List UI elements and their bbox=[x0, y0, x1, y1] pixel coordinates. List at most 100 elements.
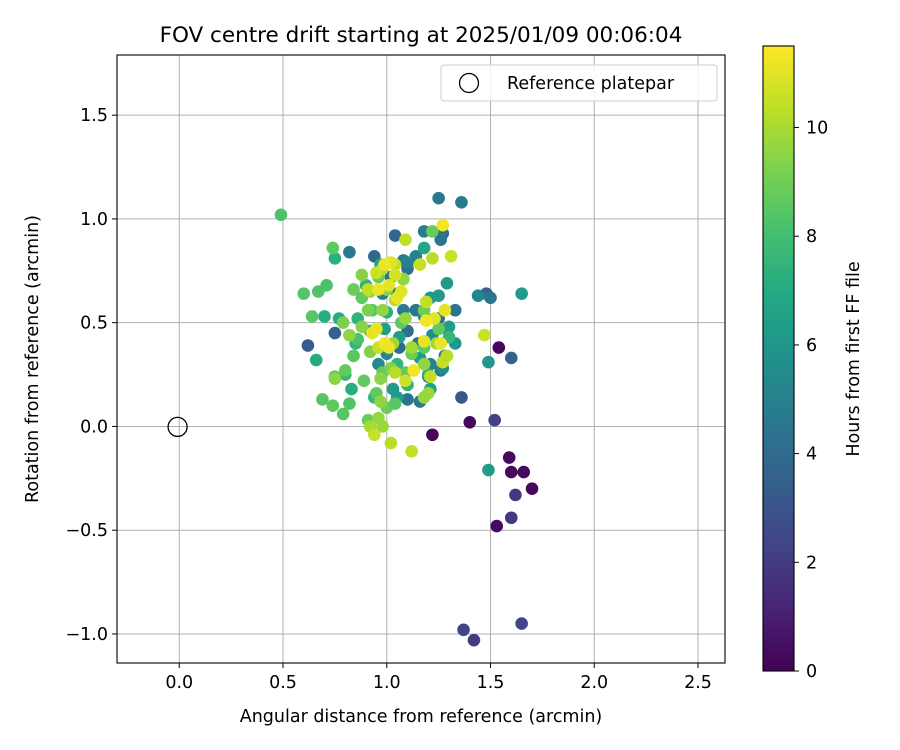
data-point bbox=[338, 364, 352, 377]
data-point bbox=[309, 353, 323, 367]
data-point bbox=[328, 326, 342, 340]
y-tick-label: 1.5 bbox=[80, 106, 108, 126]
data-point bbox=[405, 445, 418, 458]
data-point bbox=[405, 341, 418, 354]
data-point bbox=[413, 258, 427, 271]
data-point bbox=[504, 465, 518, 479]
data-point bbox=[492, 341, 506, 354]
data-point bbox=[343, 245, 356, 259]
data-point bbox=[336, 407, 350, 421]
data-point bbox=[326, 399, 340, 412]
data-point bbox=[355, 320, 369, 334]
data-point bbox=[386, 382, 400, 396]
data-point bbox=[438, 303, 452, 317]
colorbar-ticks: 0 2 4 6 8 10 bbox=[794, 119, 828, 682]
colorbar: 0 2 4 6 8 10 Hours from first FF file bbox=[762, 45, 864, 682]
data-point bbox=[378, 258, 391, 271]
data-point bbox=[457, 623, 470, 637]
data-point bbox=[374, 395, 387, 408]
data-point bbox=[401, 393, 414, 406]
plot-frame bbox=[116, 54, 726, 664]
y-tick-label: 0.0 bbox=[80, 417, 108, 437]
data-point bbox=[455, 196, 468, 209]
data-point bbox=[509, 488, 522, 502]
data-point bbox=[455, 391, 468, 404]
data-point bbox=[399, 374, 412, 388]
data-point bbox=[388, 229, 402, 242]
data-point bbox=[488, 413, 501, 427]
y-tick-label: 0.5 bbox=[80, 314, 108, 334]
data-point bbox=[426, 225, 439, 238]
data-point bbox=[368, 428, 381, 442]
data-point bbox=[490, 519, 504, 533]
data-point bbox=[442, 320, 456, 334]
data-point bbox=[318, 310, 331, 323]
data-point bbox=[343, 328, 356, 342]
x-tick-label: 0.5 bbox=[269, 673, 297, 693]
data-point bbox=[297, 287, 311, 300]
legend-label: Reference platepar bbox=[507, 74, 675, 94]
legend: Reference platepar bbox=[440, 64, 718, 102]
colorbar-tick-label: 6 bbox=[806, 336, 817, 356]
x-tick-label: 1.0 bbox=[373, 673, 401, 693]
data-point bbox=[388, 366, 402, 379]
colorbar-tick-label: 8 bbox=[806, 227, 817, 247]
x-tick-label: 1.5 bbox=[477, 673, 505, 693]
data-point bbox=[463, 415, 477, 429]
data-point bbox=[504, 511, 518, 525]
x-tick-label: 2.0 bbox=[580, 673, 608, 693]
data-point bbox=[274, 208, 288, 222]
data-point bbox=[361, 283, 375, 296]
data-points bbox=[274, 191, 539, 647]
colorbar-tick-label: 10 bbox=[806, 119, 828, 139]
data-point bbox=[301, 339, 315, 352]
data-point bbox=[417, 335, 431, 348]
data-point bbox=[417, 391, 431, 404]
data-point bbox=[399, 312, 412, 325]
data-point bbox=[417, 357, 431, 371]
data-point bbox=[388, 397, 402, 410]
data-point bbox=[517, 465, 531, 479]
data-point bbox=[484, 291, 497, 305]
colorbar-gradient bbox=[762, 45, 795, 672]
data-point bbox=[384, 436, 398, 450]
data-point bbox=[471, 289, 485, 303]
data-point bbox=[326, 241, 340, 255]
y-axis-label: Rotation from reference (arcmin) bbox=[23, 215, 43, 503]
x-tick-label: 0.0 bbox=[165, 673, 193, 693]
data-point bbox=[320, 279, 333, 292]
data-point bbox=[399, 233, 412, 246]
data-point bbox=[336, 316, 350, 329]
data-point bbox=[372, 411, 385, 425]
y-tick-label: −0.5 bbox=[66, 521, 109, 541]
data-point bbox=[345, 382, 358, 396]
x-axis-label: Angular distance from reference (arcmin) bbox=[240, 707, 603, 727]
y-axis-ticks: −1.0 −0.5 0.0 0.5 1.0 1.5 bbox=[66, 106, 117, 645]
data-point bbox=[482, 355, 495, 369]
data-point bbox=[515, 287, 528, 300]
data-point bbox=[347, 349, 360, 363]
data-point bbox=[361, 303, 375, 317]
reference-platepar-marker bbox=[167, 416, 188, 438]
data-point bbox=[432, 191, 445, 205]
data-point bbox=[432, 322, 445, 336]
colorbar-tick-label: 2 bbox=[806, 553, 817, 573]
data-point bbox=[388, 268, 402, 282]
data-point bbox=[432, 289, 445, 303]
colorbar-tick-label: 0 bbox=[806, 662, 817, 682]
data-point bbox=[370, 322, 383, 336]
data-point bbox=[515, 617, 528, 630]
data-point bbox=[482, 463, 495, 477]
data-point bbox=[372, 283, 385, 296]
data-point bbox=[316, 393, 329, 406]
data-point bbox=[374, 372, 387, 386]
data-point bbox=[357, 374, 371, 388]
data-point bbox=[305, 310, 319, 323]
data-point bbox=[328, 252, 342, 265]
chart-title: FOV centre drift starting at 2025/01/09 … bbox=[160, 23, 683, 48]
data-point bbox=[370, 266, 383, 280]
data-point bbox=[434, 233, 448, 246]
legend-box bbox=[440, 64, 718, 102]
grid bbox=[117, 55, 725, 663]
